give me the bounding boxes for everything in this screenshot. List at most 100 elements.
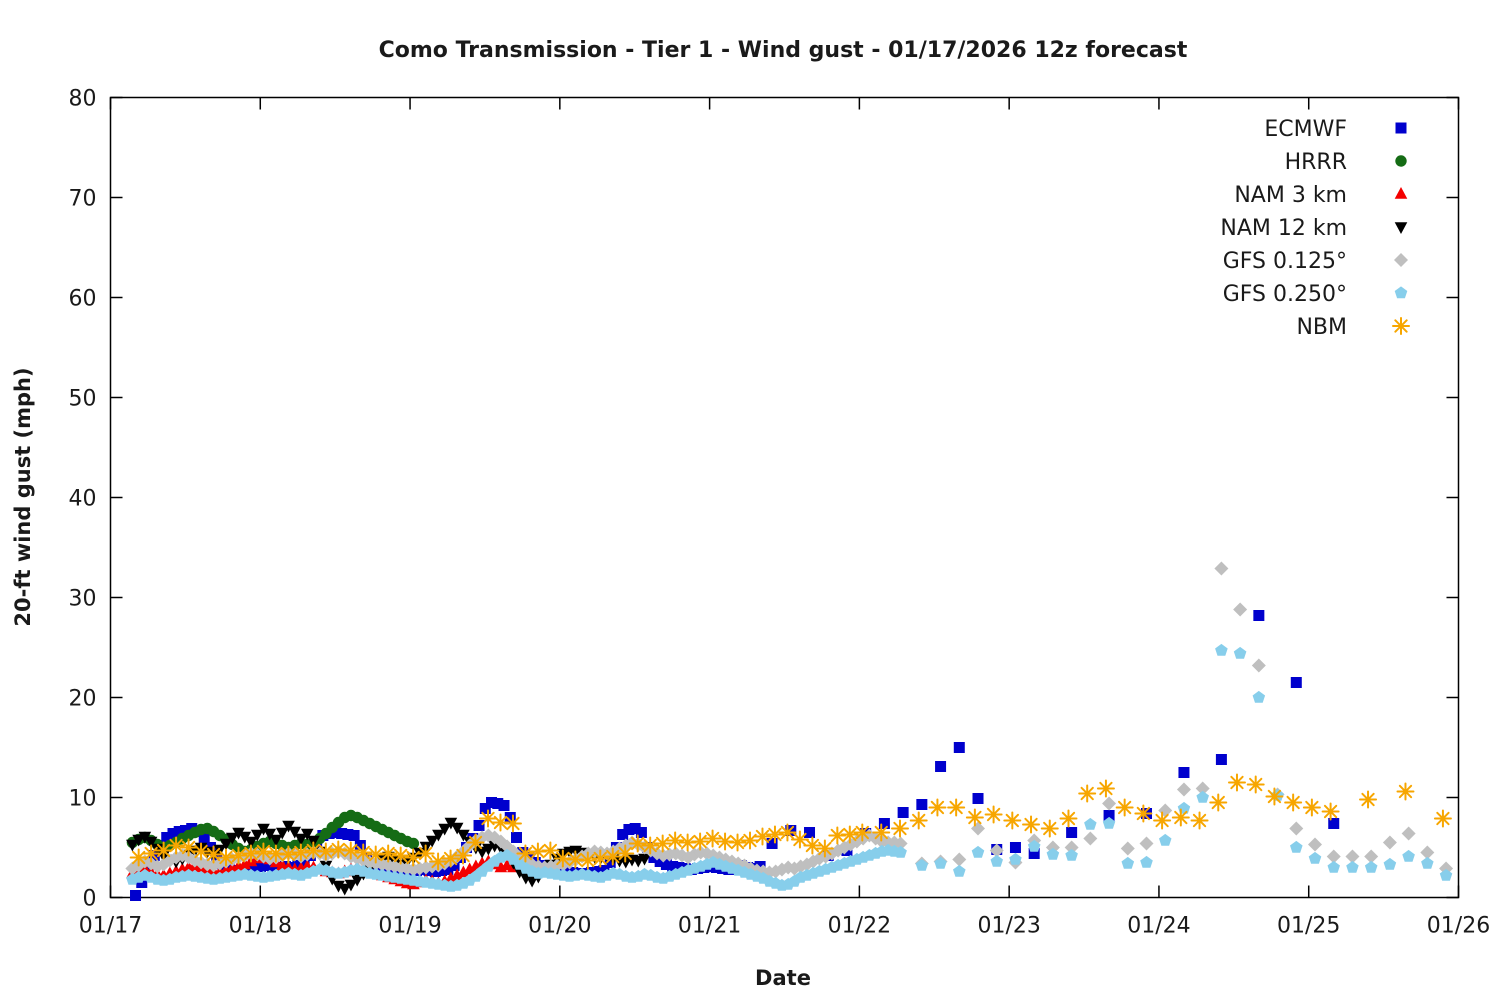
asterisk-arm <box>1192 813 1207 828</box>
asterisk-arm <box>768 827 782 842</box>
legend-marker-hrrr-icon <box>1395 155 1407 167</box>
data-point-nam-12-km <box>457 829 470 842</box>
data-point-ecmwf <box>1178 767 1190 778</box>
asterisk-arm <box>456 848 470 863</box>
data-point-ecmwf <box>654 856 666 867</box>
legend-label-gfs-0-250: GFS 0.250° <box>1223 282 1347 307</box>
data-point-gfs-0-250 <box>1159 833 1172 846</box>
legend-item-gfs-0-250: GFS 0.250° <box>1223 282 1408 307</box>
data-point-gfs-0-250 <box>1140 855 1153 868</box>
asterisk-arm <box>718 834 732 849</box>
data-point-gfs-0-250 <box>1252 690 1266 703</box>
data-point-nbm <box>391 846 410 865</box>
asterisk-arm <box>1398 784 1413 799</box>
data-point-ecmwf <box>473 820 485 831</box>
data-point-nbm <box>1190 811 1209 830</box>
asterisk-arm <box>606 849 620 864</box>
data-point-ecmwf <box>667 861 679 872</box>
asterisk-arm <box>468 835 483 850</box>
data-point-nam-12-km <box>344 879 358 892</box>
data-point-gfs-0-250 <box>894 845 907 858</box>
asterisk-arm <box>805 838 820 853</box>
legend-marker-ecmwf-icon <box>1395 122 1407 134</box>
data-point-ecmwf <box>635 827 647 838</box>
data-point-ecmwf <box>1103 810 1115 821</box>
asterisk-arm <box>830 828 844 843</box>
data-point-nbm <box>691 832 710 851</box>
y-axis-title: 20-ft wind gust (mph) <box>11 367 35 626</box>
data-point-gfs-0-250 <box>1196 790 1209 803</box>
data-point-nbm <box>1396 782 1415 801</box>
legend-marker-gfs-0-250-icon <box>1394 286 1408 299</box>
data-point-gfs-0-250 <box>971 845 985 858</box>
asterisk-arm <box>1394 319 1408 333</box>
data-point-ecmwf <box>354 840 366 851</box>
asterisk-arm <box>1305 800 1319 815</box>
legend-marker-gfs-0-125-icon <box>1394 253 1408 267</box>
asterisk-arm <box>294 845 308 860</box>
legend-item-nbm: NBM <box>1296 315 1410 340</box>
data-point-nbm <box>853 823 872 842</box>
data-point-nbm <box>129 848 148 867</box>
data-point-nbm <box>578 851 597 870</box>
asterisk-arm <box>1080 786 1094 801</box>
data-point-gfs-0-125 <box>1251 658 1266 673</box>
data-point-gfs-0-125 <box>1064 840 1079 855</box>
asterisk-arm <box>356 845 370 860</box>
data-point-ecmwf <box>1028 848 1040 859</box>
data-point-nbm <box>616 844 635 863</box>
x-tick-label: 01/25 <box>1277 914 1340 939</box>
data-point-ecmwf <box>248 863 260 874</box>
data-point-nbm <box>254 842 273 861</box>
data-point-nam-12-km <box>438 823 451 836</box>
data-point-gfs-0-125 <box>1326 849 1341 864</box>
asterisk-arm <box>893 821 907 836</box>
asterisk-arm <box>344 843 358 858</box>
asterisk-arm <box>949 800 963 815</box>
asterisk-arm <box>593 851 607 866</box>
data-point-nam-12-km <box>219 838 233 851</box>
asterisk-arm <box>319 844 333 859</box>
data-point-nam-12-km <box>225 832 239 845</box>
asterisk-arm <box>1230 775 1244 790</box>
chart-title: Como Transmission - Tier 1 - Wind gust -… <box>379 38 1188 63</box>
asterisk-arm <box>693 834 707 849</box>
asterisk-arm <box>1267 789 1282 804</box>
data-point-nbm <box>142 844 161 863</box>
data-point-ecmwf <box>766 838 778 849</box>
data-point-nbm <box>1321 802 1340 821</box>
data-point-nbm <box>429 852 448 871</box>
data-point-nbm <box>1022 815 1041 834</box>
data-point-nam-12-km <box>275 827 289 840</box>
data-point-nbm <box>416 844 435 863</box>
data-point-ecmwf <box>379 864 391 875</box>
data-point-gfs-0-250 <box>1177 801 1191 814</box>
data-point-ecmwf <box>167 828 179 839</box>
x-tick-label: 01/26 <box>1427 914 1490 939</box>
data-point-nbm <box>803 836 822 855</box>
data-point-nam-12-km <box>250 829 264 842</box>
x-tick-label: 01/21 <box>678 914 741 939</box>
data-point-nam-12-km <box>213 844 227 857</box>
asterisk-arm <box>1043 821 1057 836</box>
data-point-nam-12-km <box>232 827 245 840</box>
asterisk-arm <box>394 848 408 863</box>
x-tick-label: 01/20 <box>528 914 591 939</box>
asterisk-arm <box>1061 811 1076 826</box>
data-point-gfs-0-125 <box>1382 835 1397 850</box>
data-point-nbm <box>204 845 223 864</box>
data-point-gfs-0-125 <box>1120 841 1135 856</box>
y-tick-label: 50 <box>69 387 97 412</box>
data-point-nam-12-km <box>269 834 283 847</box>
legend-label-nam-3-km: NAM 3 km <box>1234 183 1347 208</box>
data-point-gfs-0-125 <box>971 821 986 836</box>
data-point-nbm <box>890 819 909 838</box>
data-point-nbm <box>753 827 772 846</box>
legend-marker-nam-3-km-icon <box>1394 187 1408 199</box>
asterisk-arm <box>381 846 395 861</box>
data-point-gfs-0-125 <box>1233 602 1248 617</box>
asterisk-arm <box>281 847 296 862</box>
data-point-nbm <box>1265 787 1284 806</box>
asterisk-arm <box>169 838 183 853</box>
data-point-nbm <box>1284 793 1303 812</box>
